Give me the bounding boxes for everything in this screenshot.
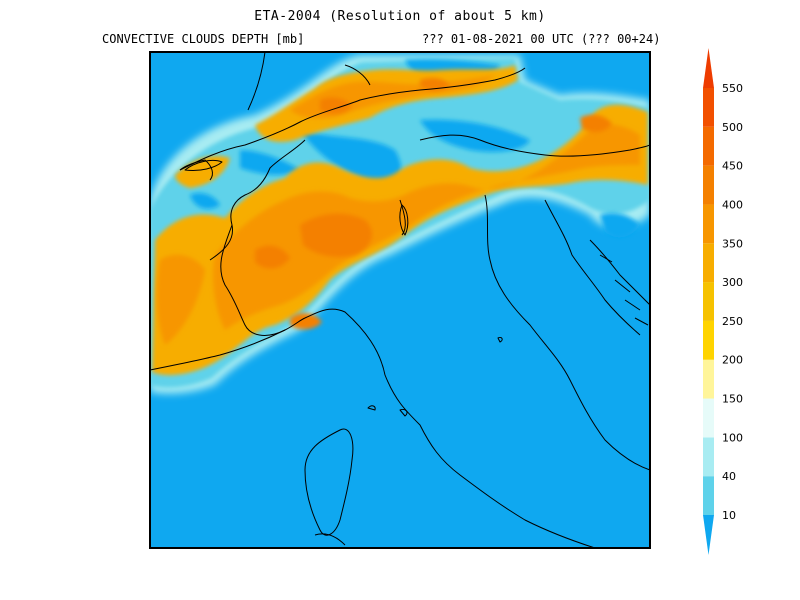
colorbar-tick-label: 150 [722,393,743,406]
colorbar-segment [703,243,714,283]
colorbar-tick-label: 40 [722,470,736,483]
cloud-peak-layer [255,78,612,330]
colorbar-bottom-arrow [703,515,714,555]
colorbar-tick-label: 300 [722,276,743,289]
colorbar-segment [703,359,714,399]
colorbar-tick-label: 550 [722,82,743,95]
map-frame [149,51,651,549]
colorbar-segment [703,476,714,515]
map-area [150,52,650,548]
coastlines-borders [150,52,650,548]
colorbar-tick-label: 400 [722,198,743,211]
colorbar-top-arrow [703,48,714,88]
colorbar-tick-label: 500 [722,121,743,134]
datetime-label: ??? 01-08-2021 00 UTC (??? 00+24) [422,32,661,46]
colorbar-tick-label: 450 [722,160,743,173]
colorbar-tick-label: 100 [722,431,743,444]
colorbar-segment [703,320,714,360]
colorbar-tick-label: 10 [722,509,736,522]
colorbar-segment [703,165,714,205]
colorbar-tick-label: 250 [722,315,743,328]
colorbar-segment [703,282,714,321]
variable-label: CONVECTIVE CLOUDS DEPTH [mb] [102,32,305,46]
colorbar-tick-label: 350 [722,237,743,250]
chart-title: ETA-2004 (Resolution of about 5 km) [254,9,546,24]
colorbar-segment [703,126,714,166]
colorbar-segment [703,204,714,244]
colorbar-segment [703,437,714,477]
colorbar-tick-label: 200 [722,354,743,367]
clear-pockets [190,59,640,238]
colorbar-segment [703,88,714,127]
colorbar-segment [703,398,714,438]
colorbar: 10 40 100 150 200 250 300 350 400 450 500 550 [703,48,743,555]
